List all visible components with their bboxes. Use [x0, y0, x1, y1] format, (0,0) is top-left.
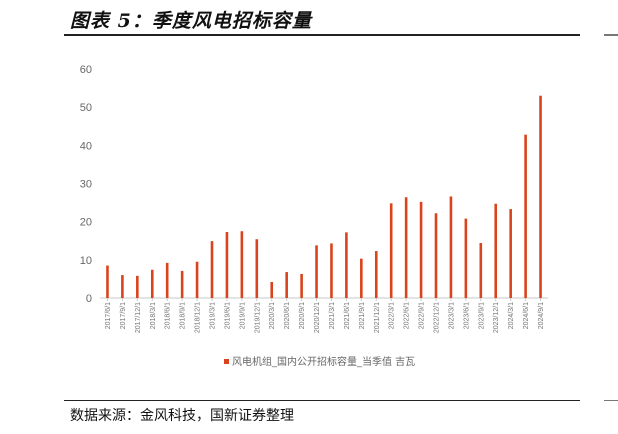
y-tick-label: 50	[80, 102, 92, 114]
x-tick-label: 2020/3/1	[269, 302, 276, 329]
figure-title: 图表 5：季度风电招标容量	[70, 10, 312, 32]
x-tick-label: 2020/9/1	[299, 302, 306, 329]
bar	[524, 134, 527, 298]
x-tick-label: 2021/9/1	[359, 302, 366, 329]
bar	[360, 258, 363, 298]
bar	[225, 231, 229, 298]
x-tick-label: 2021/3/1	[329, 302, 336, 329]
bar	[210, 241, 214, 298]
x-tick-label: 2022/3/1	[389, 302, 396, 329]
bar	[374, 251, 378, 298]
bar	[165, 262, 169, 298]
y-tick-label: 40	[80, 140, 92, 152]
bar	[539, 95, 542, 298]
x-tick-label: 2022/6/1	[404, 302, 411, 329]
bar	[494, 203, 498, 298]
x-tick-label: 2024/3/1	[508, 302, 515, 329]
y-tick-label: 0	[86, 293, 92, 305]
y-tick-label: 20	[80, 217, 92, 229]
x-tick-label: 2019/12/1	[254, 302, 261, 333]
bar	[270, 281, 274, 298]
x-tick-label: 2023/6/1	[463, 302, 470, 329]
legend-swatch	[224, 359, 229, 364]
bar	[121, 275, 124, 298]
bar	[389, 203, 393, 298]
x-tick-label: 2023/3/1	[448, 302, 455, 329]
bar	[404, 197, 408, 298]
x-tick-label: 2019/3/1	[210, 302, 217, 329]
x-tick-label: 2023/9/1	[478, 302, 485, 329]
x-tick-label: 2017/12/1	[135, 302, 142, 333]
y-tick-label: 10	[80, 255, 92, 267]
x-tick-label: 2018/6/1	[165, 302, 172, 329]
x-tick-label: 2017/6/1	[105, 302, 112, 329]
legend: 风电机组_国内公开招标容量_当季值 吉瓦	[224, 355, 415, 368]
y-tick-label: 30	[80, 179, 92, 191]
bar	[195, 261, 199, 298]
bar	[136, 275, 139, 298]
bar	[150, 269, 154, 298]
x-tick-label: 2022/12/1	[434, 302, 441, 333]
x-tick-label: 2022/9/1	[419, 302, 426, 329]
x-tick-label: 2021/6/1	[344, 302, 351, 329]
bar	[419, 201, 423, 298]
bar	[285, 272, 288, 298]
bar	[509, 209, 512, 298]
bottom-rule	[64, 400, 580, 401]
bar	[345, 232, 348, 298]
bar	[434, 213, 438, 298]
bar	[449, 196, 453, 298]
bar	[479, 243, 483, 298]
x-tick-label: 2020/6/1	[284, 302, 291, 329]
bar	[330, 243, 333, 298]
x-tick-label: 2018/9/1	[180, 302, 187, 329]
source-note: 数据来源：金风科技，国新证券整理	[70, 408, 294, 424]
x-tick-label: 2018/3/1	[150, 302, 157, 329]
x-tick-label: 2019/9/1	[239, 302, 246, 329]
bar	[255, 239, 259, 298]
adjacent-figure-edge	[604, 34, 618, 36]
x-tick-label: 2021/12/1	[374, 302, 381, 333]
x-tick-label: 2023/12/1	[493, 302, 500, 333]
bar	[106, 265, 109, 298]
legend-label: 风电机组_国内公开招标容量_当季值 吉瓦	[232, 355, 415, 368]
x-axis-ticks: 2017/6/1 2017/9/1 2017/12/1 2018/3/1 2018/6/…	[105, 298, 545, 333]
x-tick-label: 2018/12/1	[195, 302, 202, 333]
bar-series	[106, 95, 542, 298]
bar	[300, 273, 303, 298]
bar	[180, 270, 184, 298]
x-tick-label: 2024/9/1	[538, 302, 545, 329]
y-axis: 0 10 20 30 40 50 60	[80, 64, 92, 305]
bar	[464, 218, 468, 298]
x-tick-label: 2019/6/1	[224, 302, 231, 329]
bar	[240, 231, 244, 298]
top-rule	[64, 34, 580, 36]
x-tick-label: 2020/12/1	[314, 302, 321, 333]
adjacent-figure-edge-bottom	[604, 400, 618, 401]
y-tick-label: 60	[80, 64, 92, 76]
x-tick-label: 2024/6/1	[523, 302, 530, 329]
x-tick-label: 2017/9/1	[120, 302, 127, 329]
bar	[315, 245, 318, 298]
